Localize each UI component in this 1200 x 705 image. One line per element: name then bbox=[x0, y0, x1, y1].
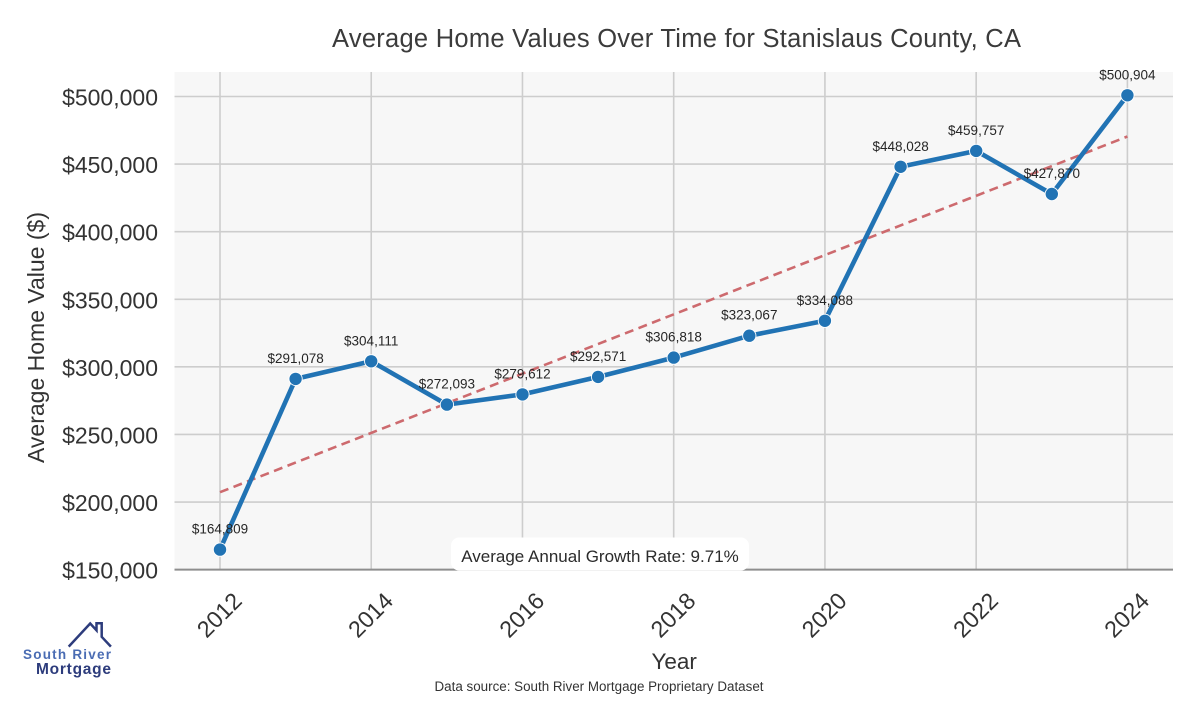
svg-text:$448,028: $448,028 bbox=[872, 139, 928, 154]
svg-text:$459,757: $459,757 bbox=[948, 123, 1004, 138]
svg-text:$500,904: $500,904 bbox=[1099, 67, 1156, 82]
svg-text:Data source: South River Mortg: Data source: South River Mortgage Propri… bbox=[435, 679, 764, 694]
svg-text:Average Annual Growth Rate: 9.: Average Annual Growth Rate: 9.71% bbox=[461, 547, 739, 566]
svg-text:$450,000: $450,000 bbox=[62, 152, 158, 178]
svg-text:Year: Year bbox=[651, 649, 697, 674]
svg-text:Average Home Values Over Time: Average Home Values Over Time for Stanis… bbox=[332, 25, 1021, 53]
svg-text:$427,870: $427,870 bbox=[1024, 166, 1080, 181]
svg-text:$279,612: $279,612 bbox=[494, 366, 550, 381]
svg-text:$350,000: $350,000 bbox=[62, 287, 158, 313]
svg-text:$291,078: $291,078 bbox=[267, 351, 323, 366]
svg-text:Mortgage: Mortgage bbox=[36, 661, 111, 678]
svg-text:$500,000: $500,000 bbox=[62, 85, 158, 111]
svg-text:$272,093: $272,093 bbox=[419, 377, 475, 392]
svg-text:$292,571: $292,571 bbox=[570, 349, 626, 364]
svg-text:$400,000: $400,000 bbox=[62, 220, 158, 246]
svg-text:$304,111: $304,111 bbox=[344, 333, 398, 348]
svg-text:Average Home Value ($): Average Home Value ($) bbox=[23, 212, 49, 463]
svg-text:$200,000: $200,000 bbox=[62, 490, 158, 516]
svg-text:$150,000: $150,000 bbox=[62, 558, 158, 584]
svg-text:$164,809: $164,809 bbox=[192, 522, 248, 537]
svg-text:$300,000: $300,000 bbox=[62, 355, 158, 381]
svg-text:$250,000: $250,000 bbox=[62, 422, 158, 448]
svg-text:South River: South River bbox=[23, 647, 112, 662]
svg-text:$306,818: $306,818 bbox=[646, 330, 702, 345]
svg-text:$323,067: $323,067 bbox=[721, 308, 777, 323]
svg-text:$334,088: $334,088 bbox=[797, 293, 853, 308]
